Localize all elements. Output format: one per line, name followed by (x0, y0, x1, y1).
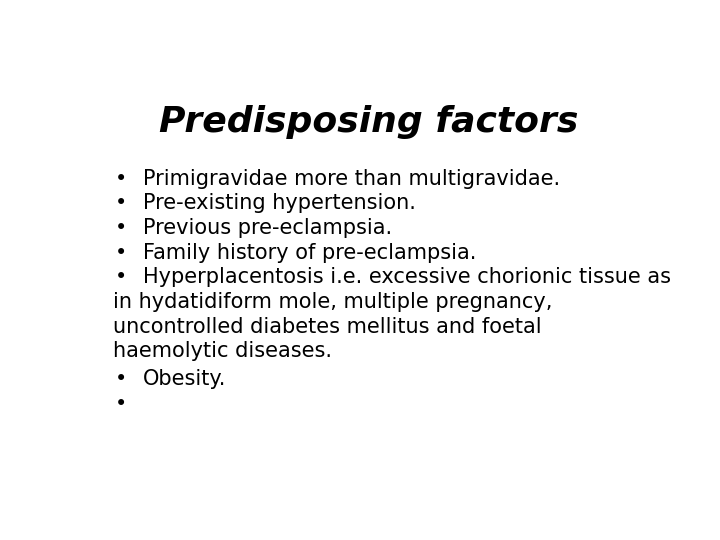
Text: Hyperplacentosis i.e. excessive chorionic tissue as: Hyperplacentosis i.e. excessive chorioni… (143, 267, 671, 287)
Text: •: • (114, 369, 127, 389)
Text: •: • (114, 267, 127, 287)
Text: •: • (114, 193, 127, 213)
Text: Family history of pre-eclampsia.: Family history of pre-eclampsia. (143, 242, 477, 262)
Text: Predisposing factors: Predisposing factors (159, 105, 579, 139)
Text: •: • (114, 242, 127, 262)
Text: Primigravidae more than multigravidae.: Primigravidae more than multigravidae. (143, 168, 560, 189)
Text: •: • (114, 168, 127, 189)
Text: Pre-existing hypertension.: Pre-existing hypertension. (143, 193, 416, 213)
Text: •: • (114, 218, 127, 238)
Text: Previous pre-eclampsia.: Previous pre-eclampsia. (143, 218, 392, 238)
Text: •: • (114, 394, 127, 414)
Text: in hydatidiform mole, multiple pregnancy,: in hydatidiform mole, multiple pregnancy… (113, 292, 553, 312)
Text: Obesity.: Obesity. (143, 369, 226, 389)
Text: haemolytic diseases.: haemolytic diseases. (113, 341, 332, 361)
Text: uncontrolled diabetes mellitus and foetal: uncontrolled diabetes mellitus and foeta… (113, 316, 542, 336)
